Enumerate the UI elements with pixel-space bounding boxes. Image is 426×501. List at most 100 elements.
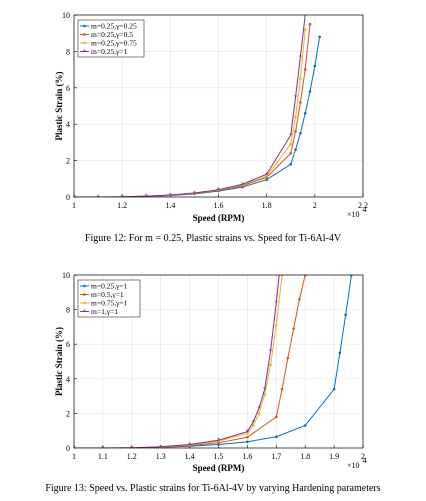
series-point-1 [246,440,249,444]
x-tick-label: 1.5 [214,452,224,461]
x-tick-label: 1.7 [271,452,281,461]
axes-frame [73,274,364,449]
figure-13-panel: 1 1.1 1.2 1.3 1.4 1.5 1.6 1.7 1.8 1.9 2 0 2 4 6 8 10 * * * *… [0,258,426,501]
x-multiplier-exponent: 4 [363,205,367,214]
x-tick-label: 1.2 [127,452,137,461]
y-tick-label: 6 [66,84,70,93]
series-point-4: * [145,193,149,201]
series-point-1 [313,64,317,68]
series-point-4: * [246,428,250,436]
figure-12-panel: 1 1.2 1.4 1.6 1.8 2 2.2 0 2 4 6 8 10 * * * * * * * * * * * * * m=0… [0,0,426,250]
series-point-4: * [251,419,255,427]
series-point-2 [289,152,293,155]
series-point-2 [298,297,301,301]
series-point-2 [294,130,297,133]
series-point-4: * [120,193,124,201]
series-point-1 [308,90,312,93]
series-point-1 [303,424,307,427]
legend-marker-2 [83,293,86,296]
series-point-2 [280,387,284,391]
series-point-4: * [277,272,281,280]
y-tick-label: 2 [66,157,70,166]
legend-label-4: m=0.25,γ=1 [91,47,128,56]
series-point-4: * [241,181,245,189]
legend-marker-2 [83,33,86,36]
axes-frame [73,14,364,198]
series-point-4: * [72,194,76,202]
series-point-3 [275,323,278,327]
series-point-1 [338,351,342,355]
x-tick-label: 1.8 [262,201,272,210]
x-tick-label: 1.1 [98,452,108,461]
series-point-4: * [275,299,279,307]
x-tick-label: 1.6 [242,452,252,461]
series-point-3 [265,174,268,178]
series-point-2 [299,101,302,104]
series-point-2 [308,22,312,26]
x-tick-label: 2 [361,452,365,461]
legend-label-4: m=1,γ=1 [91,307,118,316]
series-point-4: * [257,405,261,413]
x-tick-label: 2 [313,201,317,210]
series-point-2 [246,435,249,439]
y-tick-label: 8 [66,306,70,315]
series-point-3 [303,28,307,31]
series-point-4: * [159,443,163,451]
series-point-3 [251,424,255,427]
series-point-1 [265,178,268,182]
series-point-4: * [96,194,100,202]
series-point-3 [299,77,302,80]
legend-marker-1 [83,24,86,28]
figure-12-chart: 1 1.2 1.4 1.6 1.8 2 2.2 0 2 4 6 8 10 * * * * * * * * * * * * * m=0… [54,11,368,244]
legend-marker-4: * [83,48,87,56]
x-tick-label: 1.9 [329,452,339,461]
series-point-4: * [193,189,197,197]
legend-label-2: m=0.25,γ=0.5 [91,30,133,39]
y-tick-label: 0 [66,193,70,202]
legend-marker-4: * [83,308,87,316]
legend-label-1: m=0.25,γ=1 [91,282,128,291]
x-axis-label: Speed (RPM) [193,213,245,223]
series-point-3 [294,115,297,119]
legend-label-2: m=0.5,γ=1 [91,290,124,299]
series-point-3 [269,363,272,367]
figure-caption: Figure 12: For m = 0.25, Plastic strains… [85,233,342,244]
series-point-2 [275,415,278,419]
y-tick-label: 10 [62,271,70,280]
x-multiplier-exponent: 4 [363,456,367,465]
x-tick-label: 1 [72,201,76,210]
x-tick-label: 2.2 [358,201,368,210]
x-tick-label: 1.4 [185,452,195,461]
series-point-3 [289,142,293,146]
legend-label-3: m=0.25,γ=0.75 [91,39,137,48]
x-axis-label: Speed (RPM) [193,463,245,473]
series-point-4: * [101,445,105,453]
x-multiplier: ×10 [347,461,360,470]
series-point-1 [289,162,293,166]
legend-marker-3 [83,41,86,45]
series-point-4: * [188,441,192,449]
series-point-4: * [265,171,269,179]
y-tick-label: 6 [66,340,70,349]
y-tick-label: 0 [66,444,70,453]
x-tick-label: 1.4 [165,201,175,210]
y-tick-label: 2 [66,409,70,418]
series-point-1 [294,148,297,151]
x-tick-label: 1 [72,452,76,461]
series-point-4: * [130,444,134,452]
legend-label-3: m=0.75,γ=1 [91,299,128,308]
y-tick-label: 4 [66,375,70,384]
series-point-2 [303,68,307,71]
series-point-4: * [294,93,298,101]
series-point-4: * [263,386,267,394]
series-point-1 [275,435,278,439]
series-point-4: * [299,53,303,61]
x-tick-label: 1.3 [156,452,166,461]
y-tick-label: 4 [66,120,70,129]
y-tick-label: 10 [62,11,70,20]
legend-label-1: m=0.25,γ=0.25 [91,22,137,31]
series-point-4: * [169,191,173,199]
series-point-2 [292,327,295,330]
y-axis-label: Plastic Strain (%) [54,327,64,396]
